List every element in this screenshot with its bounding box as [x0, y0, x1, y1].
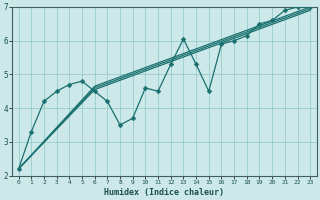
X-axis label: Humidex (Indice chaleur): Humidex (Indice chaleur): [104, 188, 224, 197]
